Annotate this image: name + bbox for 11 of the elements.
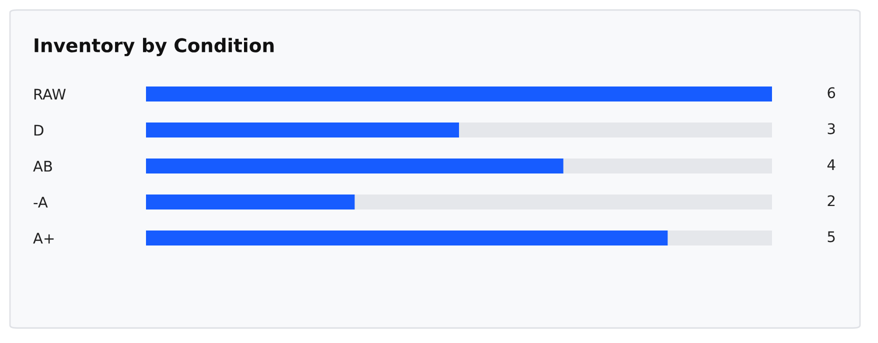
- y-tick-label: D: [34, 124, 44, 136]
- y-tick-label: A+: [33, 232, 54, 244]
- data-label: 5: [828, 231, 835, 242]
- y-tick-label: RAW: [34, 88, 66, 100]
- data-label: 2: [828, 195, 835, 206]
- data-label: 6: [828, 87, 836, 98]
- y-tick-label: AB: [33, 160, 52, 172]
- data-label: 3: [828, 123, 835, 134]
- y-tick-label: -A: [34, 196, 48, 208]
- chart-title: Inventory by Condition: [34, 38, 274, 56]
- data-label: 4: [827, 159, 836, 170]
